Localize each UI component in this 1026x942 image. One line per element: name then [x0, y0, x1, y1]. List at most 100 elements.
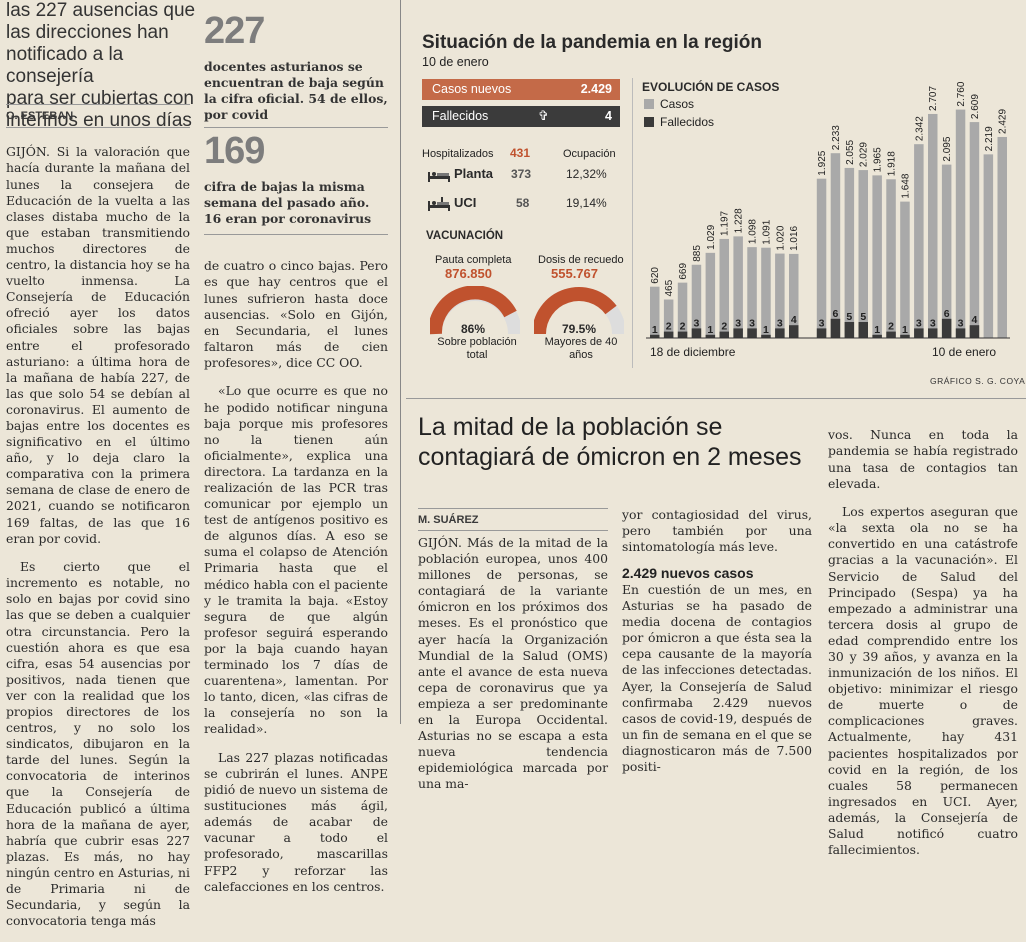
casos-bar-label: 2.029: [859, 142, 870, 167]
vacunacion-title: VACUNACIÓN: [426, 230, 504, 242]
chart-title: EVOLUCIÓN DE CASOS: [642, 80, 780, 94]
hospitalizados-label: Hospitalizados: [422, 148, 494, 160]
casos-bar-label: 2.609: [970, 94, 981, 119]
divider: [6, 127, 190, 128]
fallecidos-bar-label: 3: [749, 317, 755, 329]
fallecidos-bar: [830, 318, 841, 338]
casos-bar-label: 1.016: [789, 225, 800, 250]
casos-bar: [830, 153, 841, 338]
fallecidos-bar-label: 3: [930, 317, 936, 329]
recuerdo-gauge: [534, 287, 624, 335]
hospitalizados-value: 431: [510, 146, 531, 160]
pauta-sub: Sobre población total: [437, 336, 517, 361]
pauta-label: Pauta completa: [435, 254, 512, 266]
ocupacion-label: Ocupación: [563, 148, 616, 160]
article-body: GIJÓN. Si la valoración que hacía durant…: [6, 132, 190, 942]
casos-bar: [761, 247, 771, 338]
casos-bar-label: 2.219: [984, 126, 995, 151]
paragraph: GIJÓN. Si la valoración que hacía durant…: [6, 144, 190, 546]
pauta-pct: 86%: [461, 322, 486, 336]
casos-bar: [816, 178, 827, 338]
article2-subhead: 2.429 nuevos casos: [622, 565, 754, 581]
paragraph: «Lo que ocurre es que no he podido notif…: [204, 383, 388, 737]
stat-description: docentes asturianos se encuentran de baj…: [204, 59, 388, 122]
legend-casos-swatch: [644, 99, 654, 109]
byline: O. ESTEBAN: [6, 110, 74, 122]
fallecidos-bar: [650, 334, 660, 338]
fallecidos-bar-label: 3: [694, 317, 700, 329]
article-body: de cuatro o cinco bajas. Pero es que hay…: [204, 246, 388, 907]
stat-description: cifra de bajas la misma semana del pasad…: [204, 179, 372, 226]
fallecidos-bar: [914, 328, 924, 338]
fallecidos-bar-label: 6: [944, 308, 950, 320]
paragraph: Las 227 plazas notificadas se cubrirán e…: [204, 749, 388, 894]
article2-col3: vos. Nunca en toda la pandemia se había …: [828, 415, 1018, 871]
fallecidos-bar: [691, 328, 702, 338]
casos-bar: [983, 154, 994, 338]
fallecidos-bar-label: 1: [902, 324, 908, 336]
casos-bar-label: 885: [692, 245, 703, 262]
fallecidos-box: Fallecidos ✞ 4: [422, 106, 620, 127]
recuerdo-pct: 79.5%: [562, 322, 597, 336]
casos-bar: [858, 170, 868, 338]
casos-bar-label: 1.228: [734, 208, 745, 233]
planta-label: Planta: [454, 166, 494, 181]
fallecidos-bar: [747, 328, 757, 338]
casos-bar: [955, 109, 966, 338]
fallecidos-bar-label: 4: [791, 314, 797, 326]
planta-pct: 12,32%: [566, 167, 607, 181]
headline-line: notificado a la consejería: [6, 44, 124, 87]
casos-bar-label: 2.429: [998, 109, 1009, 134]
fallecidos-bar-label: 1: [652, 324, 658, 336]
stat-number: 169: [204, 130, 265, 172]
casos-bar-label: 465: [664, 279, 675, 296]
fallecidos-bar-label: 6: [833, 308, 839, 320]
recuerdo-label: Dosis de recuedo: [538, 254, 624, 266]
paragraph: Es cierto que el incremento es notable, …: [6, 559, 190, 929]
divider: [6, 104, 190, 105]
fallecidos-bar: [663, 331, 674, 338]
legend-casos: Casos: [660, 97, 695, 111]
casos-bar-label: 2.760: [956, 81, 967, 106]
casos-bar: [650, 286, 660, 338]
headline-line: interinos en unos días: [6, 110, 192, 131]
headline-line: para ser cubiertas con: [6, 88, 194, 109]
casos-bar-label: 1.648: [900, 173, 911, 198]
fallecidos-bar-label: 1: [874, 324, 880, 336]
casos-bar-label: 1.098: [748, 219, 759, 244]
casos-bar-label: 1.965: [873, 147, 884, 172]
fallecidos-bar-label: 3: [916, 317, 922, 329]
pauta-value: 876.850: [445, 266, 492, 281]
fallecidos-bar-label: 3: [777, 317, 783, 329]
graphic-credit: GRÁFICO S. G. COYA: [930, 376, 1026, 386]
casos-bar: [941, 164, 952, 338]
legend-fallecidos: Fallecidos: [660, 115, 715, 129]
casos-bar: [872, 175, 882, 338]
left-headline: las 227 ausencias que las direcciones ha…: [6, 0, 196, 132]
tombstone-icon: ✞: [538, 108, 549, 123]
casos-bar: [691, 264, 702, 338]
casos-bar-label: 2.233: [831, 125, 842, 150]
casos-bar-label: 2.095: [942, 136, 953, 161]
divider: [418, 530, 608, 531]
casos-bar: [844, 167, 855, 338]
fallecidos-bar: [705, 334, 716, 338]
infographic-divider: [632, 78, 633, 368]
divider: [204, 127, 388, 128]
casos-bar-label: 1.925: [817, 150, 828, 175]
fallecidos-bar-label: 4: [972, 314, 978, 326]
casos-bar-label: 1.918: [887, 151, 898, 176]
fallecidos-bar: [733, 328, 743, 338]
casos-bar: [733, 236, 743, 338]
planta-value: 373: [511, 167, 532, 181]
casos-bar-label: 2.055: [845, 139, 856, 164]
uci-label: UCI: [454, 195, 477, 210]
casos-bar: [997, 136, 1007, 338]
fallecidos-bar-label: 3: [735, 317, 741, 329]
casos-bar: [775, 253, 785, 338]
casos-bar-label: 2.342: [914, 116, 925, 141]
recuerdo-sub: Mayores de 40 años: [544, 336, 618, 361]
article2-headline: La mitad de la población se contagiará d…: [418, 413, 802, 471]
fallecidos-bar-label: 1: [763, 324, 769, 336]
casos-bar: [663, 299, 674, 338]
